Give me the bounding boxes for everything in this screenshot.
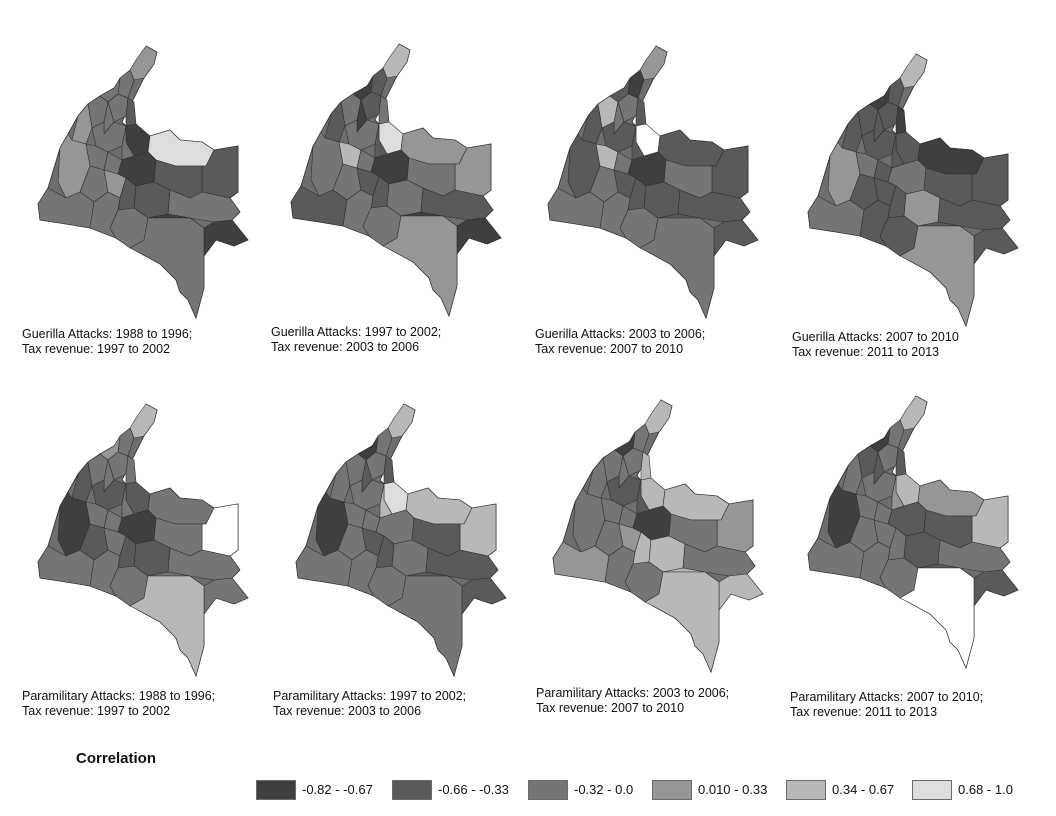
caption-line-1: Guerilla Attacks: 1997 to 2002; bbox=[271, 325, 442, 339]
department-region bbox=[129, 217, 205, 319]
department-region bbox=[644, 399, 673, 435]
colombia-map bbox=[37, 403, 249, 678]
department-region bbox=[387, 403, 416, 439]
caption-line-2: Tax revenue: 2007 to 2010 bbox=[535, 342, 684, 356]
colombia-map bbox=[807, 395, 1019, 670]
panel-caption: Paramilitary Attacks: 2003 to 2006; Tax … bbox=[536, 686, 729, 716]
map-panel-guerilla-2003-2006 bbox=[540, 42, 790, 342]
map-panel-paramilitary-1988-1996 bbox=[30, 400, 280, 700]
legend-label: -0.32 - 0.0 bbox=[574, 782, 634, 797]
legend-swatch bbox=[392, 780, 432, 800]
legend-label: 0.68 - 1.0 bbox=[958, 782, 1013, 797]
caption-line-1: Paramilitary Attacks: 2007 to 2010; bbox=[790, 690, 984, 704]
department-region bbox=[644, 571, 720, 673]
caption-line-2: Tax revenue: 2011 to 2013 bbox=[790, 705, 938, 719]
department-region bbox=[129, 45, 158, 81]
department-region bbox=[382, 43, 411, 79]
colombia-map bbox=[295, 403, 507, 678]
legend-label: -0.66 - -0.33 bbox=[438, 782, 509, 797]
legend-title: Correlation bbox=[76, 750, 157, 767]
department-region bbox=[295, 545, 353, 587]
department-region bbox=[622, 447, 644, 477]
department-region bbox=[899, 395, 928, 431]
department-region bbox=[807, 537, 865, 579]
map-panel-guerilla-1988-1996 bbox=[30, 42, 280, 342]
department-region bbox=[552, 541, 610, 583]
legend-label: -0.82 - -0.67 bbox=[302, 782, 373, 797]
panel-caption: Guerilla Attacks: 2007 to 2010 Tax reven… bbox=[792, 330, 959, 360]
department-region bbox=[807, 195, 865, 237]
panel-caption: Guerilla Attacks: 2003 to 2006; Tax reve… bbox=[535, 327, 705, 357]
caption-line-2: Tax revenue: 2011 to 2013 bbox=[792, 345, 940, 359]
colombia-map bbox=[552, 399, 764, 674]
department-region bbox=[895, 447, 907, 477]
colombia-map bbox=[290, 43, 502, 318]
department-region bbox=[899, 567, 975, 669]
department-region bbox=[640, 451, 652, 481]
caption-line-2: Tax revenue: 2007 to 2010 bbox=[536, 701, 685, 715]
panel-caption: Guerilla Attacks: 1988 to 1996; Tax reve… bbox=[22, 327, 192, 357]
legend-label: 0.010 - 0.33 bbox=[698, 782, 768, 797]
department-region bbox=[107, 93, 129, 123]
department-region bbox=[378, 95, 390, 125]
department-region bbox=[895, 105, 907, 135]
map-panel-paramilitary-2003-2006 bbox=[545, 396, 795, 696]
caption-line-1: Guerilla Attacks: 2003 to 2006; bbox=[535, 327, 706, 341]
panel-caption: Paramilitary Attacks: 2007 to 2010; Tax … bbox=[790, 690, 983, 720]
department-region bbox=[899, 225, 975, 327]
caption-line-2: Tax revenue: 2003 to 2006 bbox=[271, 340, 420, 354]
legend-swatch bbox=[786, 780, 826, 800]
panel-caption: Guerilla Attacks: 1997 to 2002; Tax reve… bbox=[271, 325, 441, 355]
legend-label: 0.34 - 0.67 bbox=[832, 782, 895, 797]
department-region bbox=[877, 443, 899, 473]
colombia-map bbox=[807, 53, 1019, 328]
department-region bbox=[639, 45, 668, 81]
map-panel-guerilla-1997-2002 bbox=[283, 40, 533, 340]
department-region bbox=[617, 93, 639, 123]
department-region bbox=[107, 451, 129, 481]
department-region bbox=[37, 545, 95, 587]
caption-line-1: Guerilla Attacks: 2007 to 2010 bbox=[792, 330, 959, 344]
department-region bbox=[129, 403, 158, 439]
legend-swatch bbox=[652, 780, 692, 800]
caption-line-2: Tax revenue: 2003 to 2006 bbox=[273, 704, 422, 718]
legend-swatch bbox=[528, 780, 568, 800]
department-region bbox=[635, 97, 647, 127]
caption-line-1: Paramilitary Attacks: 2003 to 2006; bbox=[536, 686, 730, 700]
panel-caption: Paramilitary Attacks: 1988 to 1996; Tax … bbox=[22, 689, 215, 719]
map-panel-paramilitary-1997-2002 bbox=[288, 400, 538, 700]
colombia-map bbox=[37, 45, 249, 320]
map-panel-guerilla-2007-2010 bbox=[800, 50, 1050, 350]
department-region bbox=[639, 217, 715, 319]
department-region bbox=[365, 451, 387, 481]
panel-caption: Paramilitary Attacks: 1997 to 2002; Tax … bbox=[273, 689, 466, 719]
department-region bbox=[899, 53, 928, 89]
department-region bbox=[125, 97, 137, 127]
department-region bbox=[360, 91, 382, 121]
legend-swatch bbox=[256, 780, 296, 800]
map-panel-paramilitary-2007-2010 bbox=[800, 392, 1050, 692]
caption-line-1: Paramilitary Attacks: 1988 to 1996; bbox=[22, 689, 216, 703]
department-region bbox=[129, 575, 205, 677]
department-region bbox=[547, 187, 605, 229]
department-region bbox=[382, 215, 458, 317]
caption-line-1: Guerilla Attacks: 1988 to 1996; bbox=[22, 327, 193, 341]
caption-line-2: Tax revenue: 1997 to 2002 bbox=[22, 342, 171, 356]
caption-line-1: Paramilitary Attacks: 1997 to 2002; bbox=[273, 689, 467, 703]
department-region bbox=[125, 455, 137, 485]
department-region bbox=[387, 575, 463, 677]
department-region bbox=[383, 455, 395, 485]
colombia-map bbox=[547, 45, 759, 320]
department-region bbox=[37, 187, 95, 229]
department-region bbox=[877, 101, 899, 131]
legend-swatch bbox=[912, 780, 952, 800]
caption-line-2: Tax revenue: 1997 to 2002 bbox=[22, 704, 171, 718]
department-region bbox=[290, 185, 348, 227]
